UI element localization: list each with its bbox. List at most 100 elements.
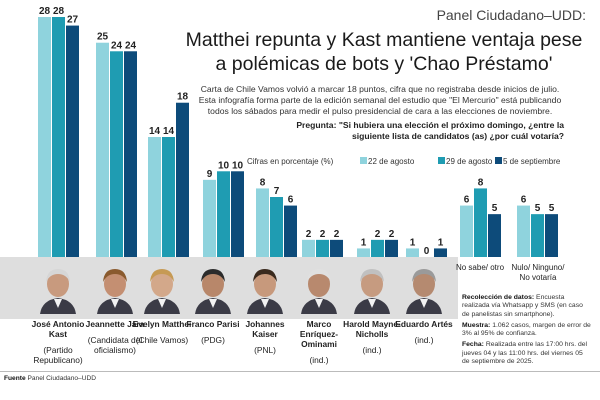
bar-10-series-2 (531, 214, 544, 257)
bar-9-series-3 (488, 214, 501, 257)
candidate-party: (PNL) (254, 345, 276, 355)
portrait-meo-icon (299, 262, 339, 314)
bar-5-series-2 (270, 197, 283, 257)
legend-label-3: 5 de septiembre (503, 157, 561, 166)
candidate-name: José Antonio Kast (31, 319, 85, 339)
portrait-parisi-icon (193, 262, 233, 314)
data-label-9-series-3: 5 (492, 203, 498, 214)
bar-9-series-2 (474, 188, 487, 257)
bar-2-series-3 (124, 51, 137, 258)
data-label-2-series-1: 25 (97, 32, 109, 43)
candidate-name: Eduardo Artés (395, 319, 453, 329)
portrait-artes-icon (404, 262, 444, 314)
bar-8-series-1 (406, 248, 419, 257)
candidate-name: Harold Mayne-Nicholls (343, 319, 401, 339)
data-label-8-series-3: 1 (438, 237, 444, 248)
data-label-1-series-1: 28 (39, 6, 51, 17)
date-title: Fecha: (462, 341, 484, 349)
data-label-9-series-1: 6 (464, 195, 470, 206)
data-label-2-series-2: 24 (111, 40, 123, 51)
data-label-5-series-3: 6 (288, 195, 294, 206)
data-label-10-series-3: 5 (549, 203, 555, 214)
intro-text: Carta de Chile Vamos volvió a marcar 18 … (198, 84, 562, 116)
data-label-7-series-1: 1 (361, 237, 367, 248)
survey-question: Pregunta: "Si hubiera una elección el pr… (296, 120, 564, 141)
candidate-label-5: Johannes Kaiser (PNL) (235, 319, 295, 355)
legend-label-2: 29 de agosto (446, 157, 493, 166)
kicker: Panel Ciudadano–UDD: (436, 7, 586, 23)
data-label-2-series-3: 24 (125, 40, 137, 51)
date-text: Realizada entre las 17:00 hrs. del jueve… (462, 341, 588, 366)
footer-source: Panel Ciudadano–UDD (27, 375, 97, 382)
bar-6-series-2 (316, 239, 329, 257)
candidate-label-6: Marco Enríquez-Ominami (ind.) (289, 319, 349, 365)
headline: Matthei repunta y Kast mantiene ventaja … (185, 29, 583, 75)
data-label-1-series-3: 27 (67, 15, 79, 26)
candidate-party: (ind.) (414, 335, 434, 345)
data-label-6-series-3: 2 (334, 229, 340, 240)
bar-6-series-3 (330, 239, 343, 257)
data-label-4-series-3: 10 (232, 160, 244, 171)
bar-3-series-2 (162, 137, 175, 257)
bar-6-series-1 (302, 239, 315, 257)
candidate-party: (Chile Vamos) (135, 335, 189, 345)
candidate-party: (ind.) (362, 345, 382, 355)
data-label-4-series-1: 9 (207, 169, 213, 180)
data-label-5-series-2: 7 (274, 186, 280, 197)
label-no-sabe: No sabe/ otro (455, 263, 505, 272)
portrait-jara-icon (95, 262, 135, 314)
candidate-label-8: Eduardo Artés (ind.) (394, 319, 454, 345)
legend: Cifras en porcentaje (%) 22 de agosto 29… (0, 155, 600, 169)
bar-1-series-1 (38, 17, 51, 257)
legend-note: Cifras en porcentaje (%) (247, 157, 334, 166)
footer-label: Fuente (4, 375, 26, 382)
methodology: Recolección de datos: Encuesta realizada… (462, 294, 592, 369)
data-label-3-series-2: 14 (163, 126, 175, 137)
bar-4-series-3 (231, 171, 244, 257)
bar-3-series-3 (176, 102, 189, 257)
bar-7-series-2 (371, 239, 384, 257)
sample-title: Muestra: (462, 321, 491, 329)
data-label-3-series-3: 18 (177, 92, 189, 103)
footer-rule (0, 371, 600, 372)
bar-10-series-3 (545, 214, 558, 257)
portrait-kaiser-icon (245, 262, 285, 314)
data-label-7-series-2: 2 (375, 229, 381, 240)
sample-text: 1.062 casos, margen de error de 3% al 95… (462, 321, 591, 338)
footer: Fuente Panel Ciudadano–UDD (4, 375, 96, 382)
portrait-kast-icon (38, 262, 78, 314)
candidate-party: (PDG) (201, 335, 225, 345)
bar-7-series-1 (357, 248, 370, 257)
bar-8-series-3 (434, 248, 447, 257)
bar-1-series-3 (66, 25, 79, 258)
candidate-label-1: José Antonio Kast (Partido Republicano) (28, 319, 88, 365)
bar-2-series-2 (110, 51, 123, 258)
data-label-7-series-3: 2 (389, 229, 395, 240)
bar-1-series-2 (52, 17, 65, 257)
data-label-9-series-2: 8 (478, 177, 484, 188)
candidate-party: (ind.) (309, 355, 329, 365)
data-label-6-series-2: 2 (320, 229, 326, 240)
data-label-4-series-2: 10 (218, 160, 230, 171)
bar-7-series-3 (385, 239, 398, 257)
portrait-matthei-icon (142, 262, 182, 314)
data-label-8-series-2: 0 (424, 246, 430, 257)
bar-4-series-2 (217, 171, 230, 257)
candidate-party: (Candidata del oficialismo) (87, 335, 143, 355)
candidate-label-3: Evelyn Matthei (Chile Vamos) (132, 319, 192, 345)
data-label-1-series-2: 28 (53, 6, 65, 17)
candidate-label-4: Franco Parisi (PDG) (183, 319, 243, 345)
legend-swatch-2 (438, 157, 445, 164)
legend-swatch-1 (360, 157, 367, 164)
data-label-10-series-1: 6 (521, 195, 527, 206)
bar-2-series-1 (96, 42, 109, 257)
bar-3-series-1 (148, 137, 161, 257)
data-label-8-series-1: 1 (410, 237, 416, 248)
candidate-name: Franco Parisi (186, 319, 240, 329)
bar-5-series-1 (256, 188, 269, 257)
collection-title: Recolección de datos: (462, 294, 535, 301)
data-label-5-series-1: 8 (260, 177, 266, 188)
bar-4-series-1 (203, 179, 216, 257)
candidate-name: Evelyn Matthei (132, 319, 192, 329)
